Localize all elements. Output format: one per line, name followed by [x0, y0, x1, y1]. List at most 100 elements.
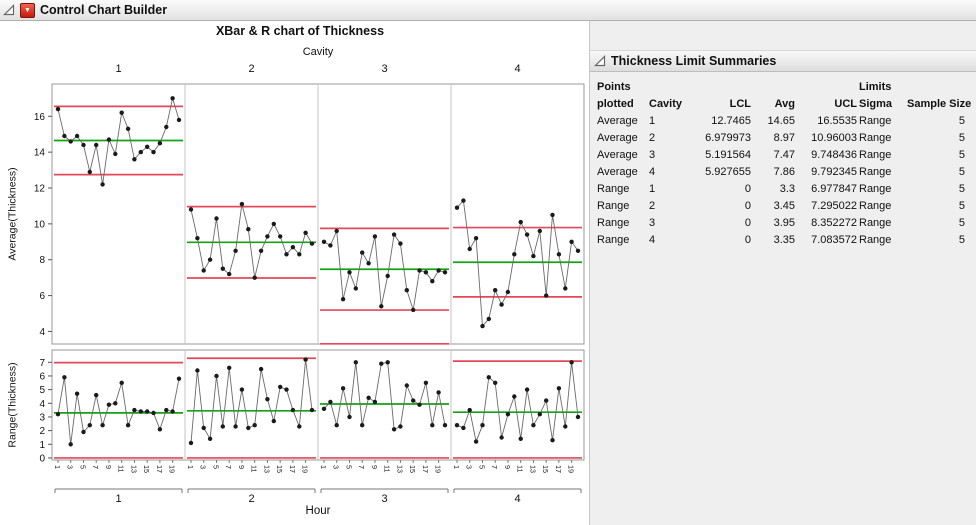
range-data-point[interactable]: [417, 402, 422, 407]
range-data-point[interactable]: [493, 380, 498, 385]
average-data-point[interactable]: [563, 286, 568, 291]
average-data-point[interactable]: [309, 241, 315, 246]
average-data-point[interactable]: [340, 297, 346, 302]
average-data-point[interactable]: [68, 139, 73, 144]
average-data-point[interactable]: [366, 261, 371, 266]
range-data-point[interactable]: [68, 442, 73, 447]
range-data-point[interactable]: [480, 423, 485, 428]
summary-outline-header[interactable]: Thickness Limit Summaries: [590, 50, 976, 72]
average-data-point[interactable]: [372, 234, 378, 239]
range-data-point[interactable]: [430, 423, 435, 428]
average-data-point[interactable]: [176, 117, 182, 123]
range-data-point[interactable]: [106, 402, 112, 407]
range-data-point[interactable]: [411, 398, 416, 403]
average-data-point[interactable]: [430, 279, 435, 284]
range-data-point[interactable]: [138, 409, 143, 414]
average-data-point[interactable]: [265, 234, 270, 239]
range-data-point[interactable]: [303, 357, 308, 362]
average-data-point[interactable]: [220, 266, 225, 271]
range-data-point[interactable]: [309, 407, 315, 413]
average-data-point[interactable]: [239, 201, 245, 207]
average-data-point[interactable]: [379, 304, 384, 309]
average-data-point[interactable]: [398, 241, 403, 246]
average-data-point[interactable]: [518, 219, 523, 225]
average-data-point[interactable]: [246, 227, 251, 232]
average-data-point[interactable]: [113, 151, 118, 157]
range-data-point[interactable]: [398, 424, 403, 429]
average-data-point[interactable]: [385, 273, 390, 279]
average-data-point[interactable]: [442, 270, 448, 275]
range-data-point[interactable]: [575, 414, 581, 420]
range-data-point[interactable]: [290, 407, 296, 413]
range-data-point[interactable]: [214, 373, 219, 379]
average-data-point[interactable]: [347, 270, 352, 275]
range-data-point[interactable]: [239, 387, 245, 392]
average-data-point[interactable]: [404, 288, 409, 293]
range-data-point[interactable]: [220, 424, 225, 429]
average-data-point[interactable]: [106, 137, 112, 142]
range-data-point[interactable]: [100, 423, 105, 428]
average-data-point[interactable]: [436, 268, 441, 273]
average-data-point[interactable]: [214, 216, 219, 221]
range-data-point[interactable]: [537, 412, 542, 417]
average-data-point[interactable]: [411, 307, 416, 313]
range-data-point[interactable]: [246, 425, 251, 431]
average-data-point[interactable]: [164, 124, 169, 130]
range-data-point[interactable]: [391, 427, 397, 432]
range-data-point[interactable]: [524, 387, 530, 392]
average-data-point[interactable]: [252, 275, 257, 280]
average-data-point[interactable]: [467, 246, 472, 252]
range-data-point[interactable]: [74, 391, 80, 396]
range-data-point[interactable]: [328, 399, 333, 405]
average-data-point[interactable]: [544, 293, 549, 298]
average-data-point[interactable]: [132, 157, 137, 162]
average-data-point[interactable]: [207, 257, 213, 262]
range-data-point[interactable]: [132, 407, 137, 413]
range-data-point[interactable]: [252, 423, 257, 428]
range-data-point[interactable]: [55, 412, 61, 417]
average-data-point[interactable]: [391, 232, 397, 237]
average-data-point[interactable]: [74, 133, 80, 139]
average-data-point[interactable]: [512, 252, 517, 257]
average-data-point[interactable]: [537, 228, 542, 234]
range-data-point[interactable]: [366, 395, 371, 400]
average-data-point[interactable]: [461, 198, 466, 203]
range-data-point[interactable]: [201, 425, 206, 431]
average-data-point[interactable]: [233, 248, 238, 253]
average-data-point[interactable]: [125, 126, 131, 131]
range-data-point[interactable]: [372, 399, 378, 405]
range-data-point[interactable]: [207, 436, 213, 441]
average-data-point[interactable]: [284, 252, 289, 257]
range-data-point[interactable]: [170, 409, 175, 414]
range-data-point[interactable]: [473, 439, 479, 444]
average-data-point[interactable]: [417, 268, 422, 273]
range-data-point[interactable]: [512, 394, 517, 399]
range-data-point[interactable]: [278, 384, 283, 390]
average-data-point[interactable]: [524, 232, 530, 237]
range-data-point[interactable]: [258, 366, 264, 372]
range-data-point[interactable]: [271, 418, 276, 424]
average-data-point[interactable]: [151, 149, 156, 155]
average-data-point[interactable]: [170, 96, 175, 101]
average-data-point[interactable]: [473, 236, 479, 241]
average-data-point[interactable]: [486, 316, 491, 322]
range-data-point[interactable]: [442, 423, 448, 428]
range-data-point[interactable]: [454, 423, 460, 428]
range-data-point[interactable]: [176, 376, 182, 381]
average-data-point[interactable]: [100, 182, 105, 187]
average-data-point[interactable]: [493, 288, 498, 293]
average-data-point[interactable]: [145, 144, 150, 149]
range-data-point[interactable]: [518, 436, 523, 441]
average-data-point[interactable]: [62, 133, 67, 139]
average-data-point[interactable]: [303, 230, 308, 235]
range-data-point[interactable]: [569, 360, 574, 365]
average-data-point[interactable]: [195, 236, 200, 241]
range-data-point[interactable]: [125, 423, 131, 428]
range-data-point[interactable]: [436, 390, 441, 395]
average-data-point[interactable]: [334, 228, 339, 234]
range-data-point[interactable]: [423, 380, 429, 385]
range-data-point[interactable]: [195, 368, 200, 373]
average-data-point[interactable]: [201, 268, 206, 273]
average-data-point[interactable]: [353, 286, 358, 291]
range-data-point[interactable]: [563, 424, 568, 429]
